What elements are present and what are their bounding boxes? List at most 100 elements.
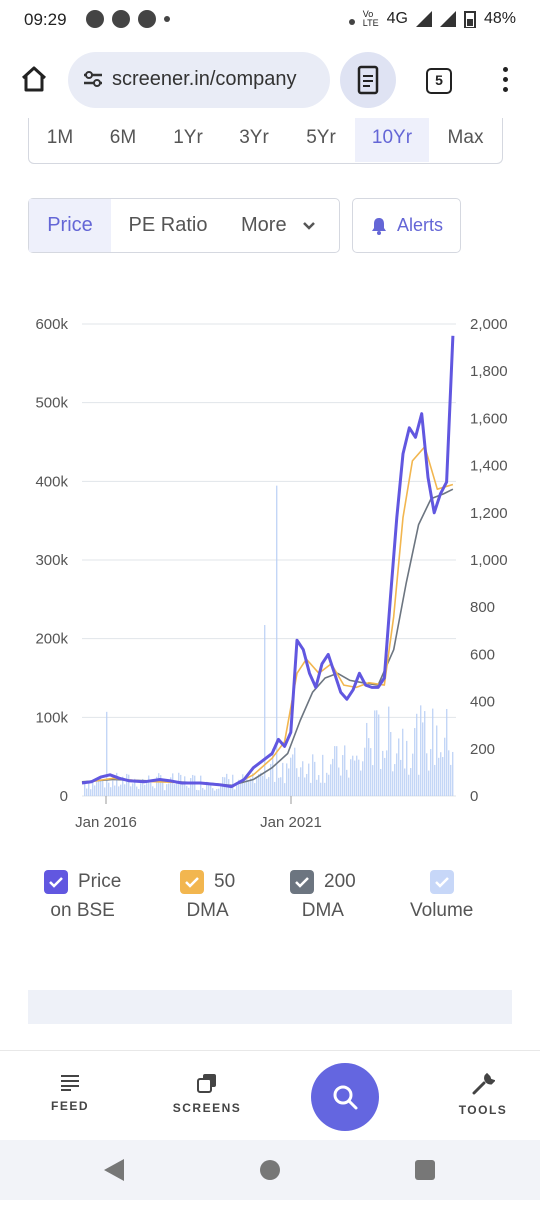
checkbox-200dma[interactable] [290,870,314,894]
x-axis: Jan 2016 Jan 2021 [75,796,322,831]
status-time: 09:29 [24,10,67,29]
volume-bar [114,785,116,796]
volume-bar [300,767,302,796]
volume-bar [406,740,408,796]
back-icon[interactable] [104,1159,124,1181]
volume-bar [328,774,330,796]
volume-bar [282,762,284,796]
range-10yr[interactable]: 10Yr [355,118,429,162]
volume-bar [194,775,196,796]
address-bar[interactable]: screener.in/company [68,52,330,108]
home-nav-icon[interactable] [260,1160,280,1180]
volume-bar [206,781,208,796]
legend-200dma[interactable]: 200 DMA [290,870,356,922]
left-tick-label: 500k [35,395,68,412]
volume-bar [334,746,336,796]
volume-bar [412,753,414,796]
x-tick-label: Jan 2021 [260,814,322,831]
price-chart[interactable]: 600k 500k 400k 300k 200k 100k 0 2,000 1,800 1,60… [0,300,540,840]
volume-bar [250,778,252,796]
volume-bar [242,774,244,796]
legend-volume[interactable]: Volume [410,870,473,922]
search-button[interactable] [311,1063,379,1131]
tab-more[interactable]: More [225,199,339,252]
range-1m[interactable]: 1M [46,127,74,148]
volume-bar [276,485,278,796]
reader-mode-button[interactable] [340,52,396,108]
volume-bars [84,485,454,796]
volume-bar [286,763,288,796]
volume-bar [238,779,240,796]
notification-icons [86,10,170,28]
site-settings-icon[interactable] [82,68,104,90]
checkbox-volume[interactable] [429,870,454,894]
right-tick-label: 2,000 [470,316,508,333]
volume-bar [144,784,146,796]
range-3yr[interactable]: 3Yr [239,127,269,148]
legend-volume-line2: Volume [410,900,474,921]
volume-bar [106,711,108,796]
volume-bar [214,790,216,796]
volume-bar [174,784,176,796]
volume-bar [316,779,318,796]
volume-bar [218,788,220,796]
volume-bar [318,775,320,796]
nav-feed-label: FEED [50,1099,89,1113]
nav-feed[interactable]: FEED [48,1073,92,1113]
app-icon [138,10,156,28]
range-max[interactable]: Max [447,127,484,148]
volume-bar [154,788,156,796]
legend-price[interactable]: Price on BSE [44,870,121,922]
volume-bar [298,776,300,796]
range-5yr[interactable]: 5Yr [306,127,336,148]
volume-bar [158,773,160,796]
volume-bar [198,790,200,796]
volume-bar [166,784,168,796]
recents-icon[interactable] [415,1160,435,1180]
status-bar: 09:29 Vo LTE 4G 48% [0,0,540,40]
signal-icon [415,11,432,27]
volume-bar [164,790,166,796]
series-line-2 [81,488,454,787]
volume-bar [292,754,294,796]
volume-bar [86,788,88,796]
battery-icon [463,11,476,28]
overflow-menu-icon[interactable] [500,67,510,97]
volume-bar [138,788,140,796]
legend-50dma[interactable]: 50 DMA [180,870,235,922]
volume-bar [262,775,264,796]
volume-bar [426,753,428,796]
volume-bar [388,706,390,796]
right-tick-label: 0 [470,788,478,805]
volume-bar [88,782,90,796]
volume-bar [320,782,322,796]
range-6m[interactable]: 6M [109,127,137,148]
nav-tools[interactable]: TOOLS [456,1073,510,1117]
volume-bar [156,776,158,796]
tab-switcher-button[interactable]: 5 [426,68,452,94]
right-tick-label: 1,800 [470,363,508,380]
volume-bar [244,783,246,796]
volume-bar [246,774,248,796]
volume-bar [322,754,324,796]
volume-bar [398,738,400,796]
volume-bar [152,786,154,796]
home-icon[interactable] [20,65,48,93]
volume-bar [432,708,434,796]
alerts-button[interactable]: Alerts [352,198,461,253]
tab-pe-ratio[interactable]: PE Ratio [128,214,208,236]
volume-bar [428,770,430,796]
volume-bar [182,782,184,796]
tab-price[interactable]: Price [29,199,111,252]
checkbox-price[interactable] [44,870,68,894]
checkbox-50dma[interactable] [180,870,204,894]
volume-bar [446,708,448,796]
range-1yr[interactable]: 1Yr [173,127,203,148]
volume-bar [248,781,250,796]
volume-bar [338,767,340,796]
volume-bar [306,773,308,796]
time-range-tabs: 1M 6M 1Yr 3Yr 5Yr 10Yr Max [28,118,503,164]
volume-bar [176,782,178,796]
nav-screens[interactable]: SCREENS [170,1073,244,1115]
volume-bar [200,775,202,796]
